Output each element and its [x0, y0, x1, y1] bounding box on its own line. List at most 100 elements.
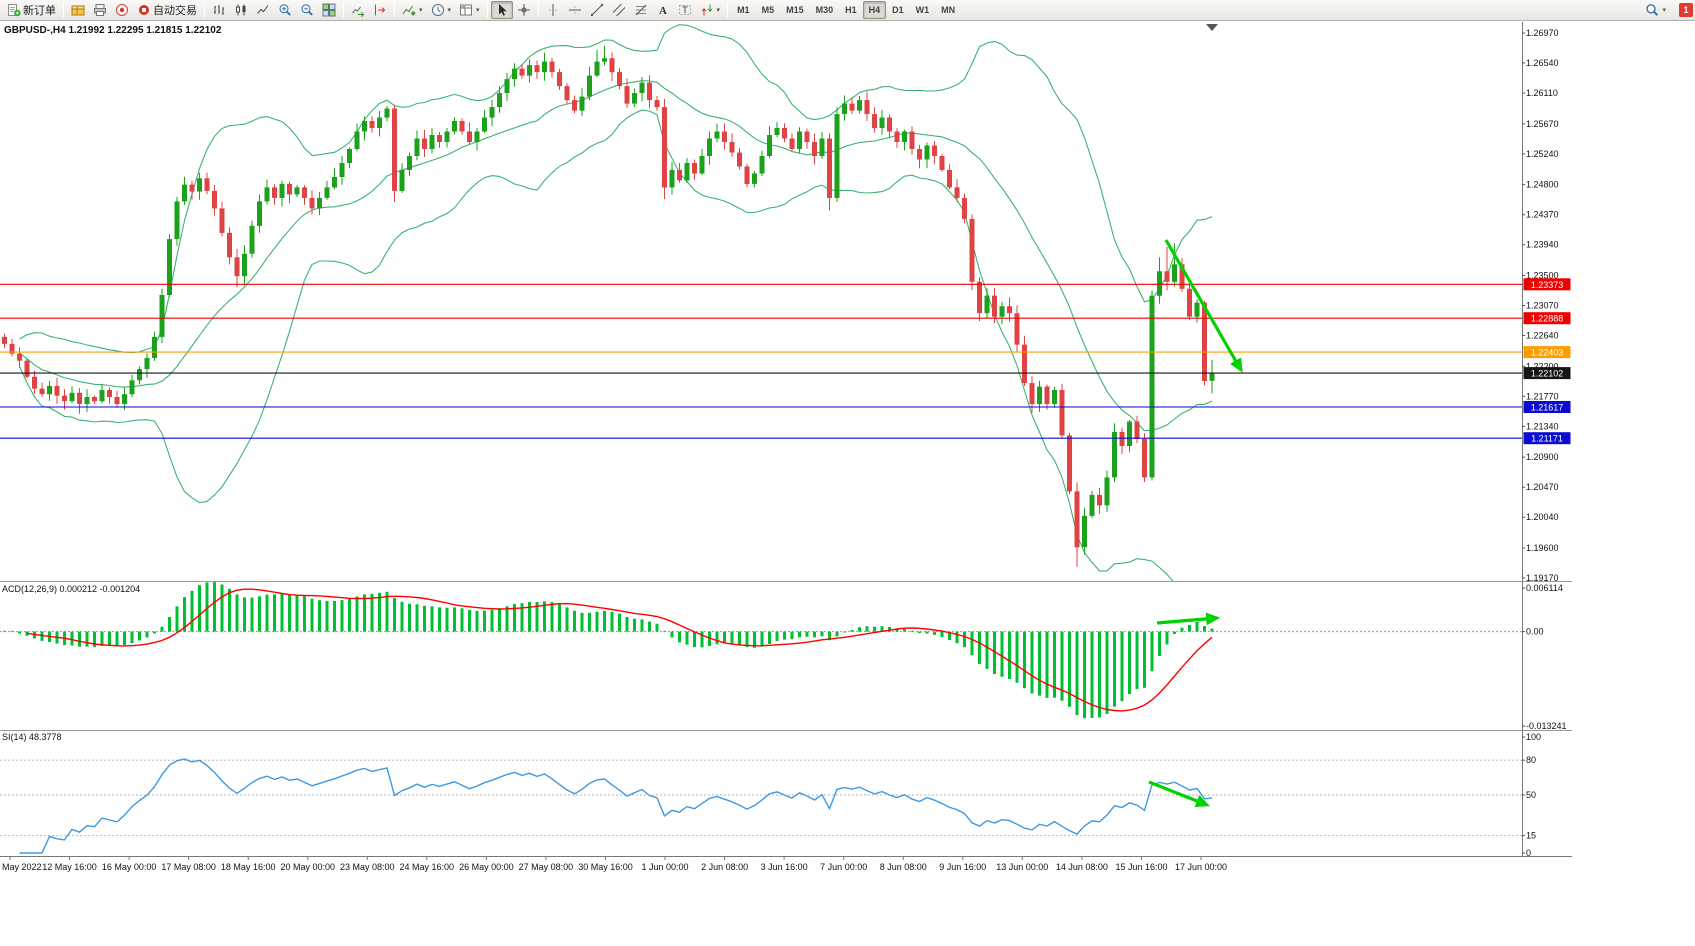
- text-icon: A: [656, 3, 670, 17]
- crosshair-icon: [517, 3, 531, 17]
- periods-button[interactable]: ▾: [427, 1, 456, 19]
- community-button[interactable]: [111, 1, 133, 19]
- autotrading-button[interactable]: 自动交易: [133, 1, 201, 19]
- price-axis-label: 1.21340: [1526, 421, 1559, 431]
- crosshair-button[interactable]: [513, 1, 535, 19]
- line-chart-button[interactable]: [252, 1, 274, 19]
- price-scale[interactable]: 1.26970 1.26540 1.26110 1.25670 1.25240 1.248…: [1522, 28, 1567, 858]
- zoom-in-button[interactable]: [274, 1, 296, 19]
- time-axis-label: 8 Jun 08:00: [880, 862, 927, 872]
- price-tag: 1.22403: [1523, 346, 1571, 359]
- trend-arrow-macd[interactable]: [1156, 612, 1221, 626]
- label-button[interactable]: T: [674, 1, 696, 19]
- bollinger-middle-band: [19, 80, 1213, 432]
- price-axis-label: 1.21770: [1526, 391, 1559, 401]
- macd-axis-label: -0.013241: [1526, 721, 1567, 731]
- price-axis-label: 1.26540: [1526, 58, 1559, 68]
- templates-button[interactable]: ▾: [455, 1, 484, 19]
- time-axis-label: 1 Jun 00:00: [641, 862, 688, 872]
- price-axis-label: 1.26110: [1526, 88, 1558, 98]
- time-axis-label: 16 May 00:00: [102, 862, 157, 872]
- notification-badge[interactable]: 1: [1679, 3, 1693, 17]
- time-axis-label: 3 Jun 16:00: [761, 862, 808, 872]
- timeframe-mn-button[interactable]: MN: [941, 5, 956, 15]
- new-order-button-label: 新订单: [23, 5, 56, 17]
- timeframe-h1-button[interactable]: H1: [845, 5, 857, 15]
- cursor-button[interactable]: [490, 1, 513, 19]
- time-axis-label: 20 May 00:00: [281, 862, 336, 872]
- periods-icon: [431, 3, 445, 17]
- timeframe-m30-button[interactable]: M30: [815, 5, 834, 15]
- price-axis-label: 1.23070: [1526, 301, 1559, 311]
- dropdown-caret-icon: ▾: [447, 6, 452, 14]
- indicators-icon: [402, 3, 416, 17]
- toolbar-separator: [727, 2, 729, 18]
- search-icon: [1645, 3, 1659, 17]
- price-tag: 1.21617: [1523, 401, 1571, 413]
- time-axis-label: 24 May 16:00: [400, 862, 455, 872]
- time-axis-label: 7 Jun 00:00: [820, 862, 867, 872]
- report-icon: [93, 3, 107, 17]
- chart-window: 1.26970 1.26540 1.26110 1.25670 1.25240 1.248…: [0, 21, 1695, 946]
- candlestick-chart-button[interactable]: [230, 1, 252, 19]
- metaeditor-button[interactable]: [67, 1, 89, 19]
- time-axis[interactable]: May 2022 12 May 16:00 16 May 00:00 17 May 0…: [2, 856, 1227, 872]
- time-axis-label: 9 Jun 16:00: [939, 862, 986, 872]
- toolbar-separator: [63, 2, 64, 18]
- auto-scroll-button[interactable]: [347, 1, 369, 19]
- macd-label: ACD(12,26,9) 0.000212 -0.001204: [2, 584, 140, 594]
- price-axis-label: 1.20470: [1526, 482, 1559, 492]
- price-axis-label: 1.23940: [1526, 240, 1559, 250]
- main-price-panel: [19, 24, 1213, 581]
- trendline-button[interactable]: [586, 1, 608, 19]
- svg-text:1.23373: 1.23373: [1531, 280, 1564, 290]
- channel-button[interactable]: [608, 1, 630, 19]
- bollinger-lower-band: [19, 109, 1174, 581]
- text-button[interactable]: A: [652, 1, 674, 19]
- chart-shift-button[interactable]: [369, 1, 391, 19]
- chart-shift-marker[interactable]: [1206, 24, 1218, 31]
- tile-windows-button[interactable]: [318, 1, 340, 19]
- timeframe-d1-button[interactable]: D1: [892, 5, 904, 15]
- search-button[interactable]: ▾: [1641, 1, 1670, 19]
- trend-arrow-rsi[interactable]: [1148, 780, 1210, 807]
- package-icon: [71, 3, 85, 17]
- bar-chart-button[interactable]: [208, 1, 230, 19]
- toolbar-separator: [486, 2, 488, 18]
- time-axis-label: 15 Jun 16:00: [1115, 862, 1167, 872]
- new-order-icon: [7, 3, 21, 17]
- timeframe-w1-button[interactable]: W1: [915, 5, 930, 15]
- trend-arrow-price[interactable]: [1164, 239, 1243, 373]
- svg-text:T: T: [682, 5, 688, 15]
- rsi-axis-label: 80: [1526, 755, 1536, 765]
- indicators-button[interactable]: ▾: [398, 1, 427, 19]
- svg-text:1.22403: 1.22403: [1531, 348, 1564, 358]
- arrows-button[interactable]: ▾: [696, 1, 725, 19]
- price-axis-label: 1.22200: [1526, 361, 1559, 371]
- zoom-out-icon: [300, 3, 314, 17]
- horizontal-line-icon: [568, 3, 582, 17]
- price-chart-canvas[interactable]: 1.26970 1.26540 1.26110 1.25670 1.25240 1.248…: [0, 21, 1695, 946]
- timeframe-m15-button[interactable]: M15: [786, 5, 804, 15]
- dropdown-caret-icon: ▾: [419, 6, 423, 14]
- new-order-button[interactable]: 新订单: [3, 1, 60, 19]
- time-axis-label: 2 Jun 08:00: [701, 862, 748, 872]
- report-button[interactable]: [89, 1, 111, 19]
- horizontal-line-button[interactable]: [564, 1, 586, 19]
- vertical-line-button[interactable]: [542, 1, 564, 19]
- timeframe-m1-button[interactable]: M1: [737, 5, 750, 15]
- timeframe-m5-button[interactable]: M5: [761, 5, 775, 15]
- rsi-panel: [19, 758, 1213, 854]
- svg-text:1.22888: 1.22888: [1531, 314, 1564, 324]
- svg-text:A: A: [659, 5, 667, 17]
- fibonacci-button[interactable]: [630, 1, 652, 19]
- rsi-axis-label: 50: [1526, 790, 1536, 800]
- price-axis-label: 1.19170: [1526, 573, 1559, 583]
- zoom-out-button[interactable]: [296, 1, 318, 19]
- timeframe-h4-button[interactable]: H4: [862, 1, 887, 19]
- price-axis-label: 1.25670: [1526, 119, 1559, 129]
- vertical-line-icon: [546, 3, 560, 17]
- toolbar-separator: [394, 2, 395, 18]
- rsi-axis-label: 100: [1526, 732, 1541, 742]
- price-axis-label: 1.26970: [1526, 28, 1559, 38]
